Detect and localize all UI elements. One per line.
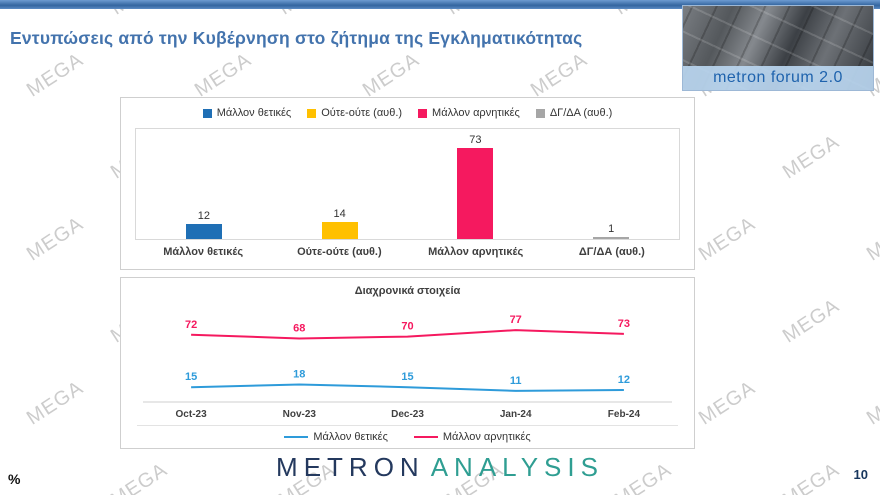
metron-analysis-logo: METRON ANALYSIS [0, 452, 880, 483]
bar [593, 237, 630, 239]
watermark-text: MEGA [694, 376, 760, 430]
brand-secondary-text: ANALYSIS [430, 452, 604, 482]
bar-value-label: 12 [197, 210, 210, 222]
legend-item: Μάλλον θετικές [202, 107, 292, 119]
metron-forum-logo: metron forum 2.0 [682, 5, 874, 91]
point-value-label: 15 [185, 371, 197, 383]
brand-primary-text: METRON [276, 452, 425, 482]
watermark-text: MEGA [862, 376, 880, 430]
watermark-text: MEGA [862, 212, 880, 266]
point-value-label: 70 [401, 321, 413, 333]
bar-chart-category-axis: Μάλλον θετικές Ούτε-ούτε (αυθ.) Μάλλον αρν… [135, 240, 680, 264]
watermark-text: MEGA [694, 212, 760, 266]
point-value-label: 72 [185, 319, 197, 331]
bar-category-label: ΔΓ/ΔΑ (αυθ.) [578, 246, 645, 258]
point-value-label: 77 [510, 314, 522, 326]
line-chart-plot-area: 15 18 15 11 12 72 68 70 77 73 [143, 314, 672, 403]
page-title: Εντυπώσεις από την Κυβέρνηση στο ζήτημα … [10, 28, 583, 48]
bar-value-label: 73 [469, 133, 482, 146]
bar-value-label: 14 [333, 207, 346, 220]
bar-category-label: Μάλλον θετικές [163, 246, 244, 258]
legend-line-sample-icon [284, 436, 309, 438]
watermark-text: MEGA [22, 212, 88, 266]
legend-label: Μάλλον αρνητικές [442, 431, 531, 443]
bar-column: 73 [408, 134, 544, 239]
legend-swatch-icon [307, 108, 317, 118]
watermark-text: MEGA [358, 48, 424, 102]
line-chart-x-axis: Oct-23 Nov-23 Dec-23 Jan-24 Feb-24 [137, 409, 678, 420]
bar-chart-panel: Μάλλον θετικές Ούτε-ούτε (αυθ.) Μάλλον αρν… [120, 97, 695, 270]
watermark-text: MEGA [0, 294, 4, 348]
watermark-text: MEGA [0, 130, 4, 184]
percent-unit-label: % [8, 471, 21, 487]
x-axis-label: Jan-24 [499, 409, 532, 420]
bar-column: 1 [543, 223, 679, 239]
x-axis-label: Dec-23 [391, 409, 424, 420]
legend-line-sample-icon [413, 436, 438, 438]
point-value-label: 12 [618, 374, 630, 386]
legend-label: ΔΓ/ΔΑ (αυθ.) [549, 107, 613, 119]
x-axis-label: Oct-23 [175, 409, 207, 420]
legend-swatch-icon [418, 108, 428, 118]
line-chart-title: Διαχρονικά στοιχεία [354, 285, 461, 297]
legend-item: Μάλλον θετικές [284, 431, 388, 443]
watermark-text: MEGA [22, 376, 88, 430]
watermark-text: MEGA [778, 130, 844, 184]
watermark-text: MEGA [190, 48, 256, 102]
bar-column: 14 [272, 207, 408, 239]
bar-category-label: Ούτε-ούτε (αυθ.) [297, 246, 382, 258]
line-chart-panel: Διαχρονικά στοιχεία 15 18 15 11 12 72 68 70 77 73… [120, 277, 695, 449]
bar [321, 221, 358, 239]
legend-item: ΔΓ/ΔΑ (αυθ.) [535, 107, 613, 119]
line-series [191, 329, 624, 340]
point-value-label: 68 [293, 322, 305, 334]
logo-text: metron forum 2.0 [713, 69, 843, 86]
line-chart-legend: Μάλλον θετικές Μάλλον αρνητικές [137, 425, 678, 443]
legend-item: Ούτε-ούτε (αυθ.) [307, 107, 402, 119]
logo-caption-band: metron forum 2.0 [683, 66, 873, 90]
legend-item: Μάλλον αρνητικές [418, 107, 520, 119]
bar-chart-plot-area: 12 14 73 1 [135, 128, 680, 240]
legend-label: Μάλλον θετικές [313, 431, 388, 443]
point-value-label: 15 [401, 371, 413, 383]
point-value-label: 73 [618, 318, 630, 330]
legend-label: Μάλλον αρνητικές [432, 107, 520, 119]
line-series [191, 383, 624, 392]
bar [185, 224, 222, 239]
bar-category-label: Μάλλον αρνητικές [428, 246, 524, 258]
page-number: 10 [853, 467, 868, 482]
bar-value-label: 1 [608, 223, 615, 235]
legend-label: Μάλλον θετικές [216, 107, 292, 119]
bar-chart-legend: Μάλλον θετικές Ούτε-ούτε (αυθ.) Μάλλον αρν… [121, 98, 694, 119]
legend-swatch-icon [202, 108, 212, 118]
x-axis-label: Feb-24 [607, 409, 641, 420]
legend-item: Μάλλον αρνητικές [413, 431, 531, 443]
point-value-label: 18 [293, 368, 305, 380]
header-accent-strip [0, 0, 880, 9]
watermark-text: MEGA [22, 48, 88, 102]
x-axis-label: Nov-23 [282, 409, 316, 420]
point-value-label: 11 [510, 375, 522, 387]
watermark-text: MEGA [526, 48, 592, 102]
bar-column: 12 [136, 210, 272, 239]
watermark-text: MEGA [778, 294, 844, 348]
bar [457, 147, 494, 239]
legend-swatch-icon [535, 108, 545, 118]
legend-label: Ούτε-ούτε (αυθ.) [321, 107, 403, 119]
